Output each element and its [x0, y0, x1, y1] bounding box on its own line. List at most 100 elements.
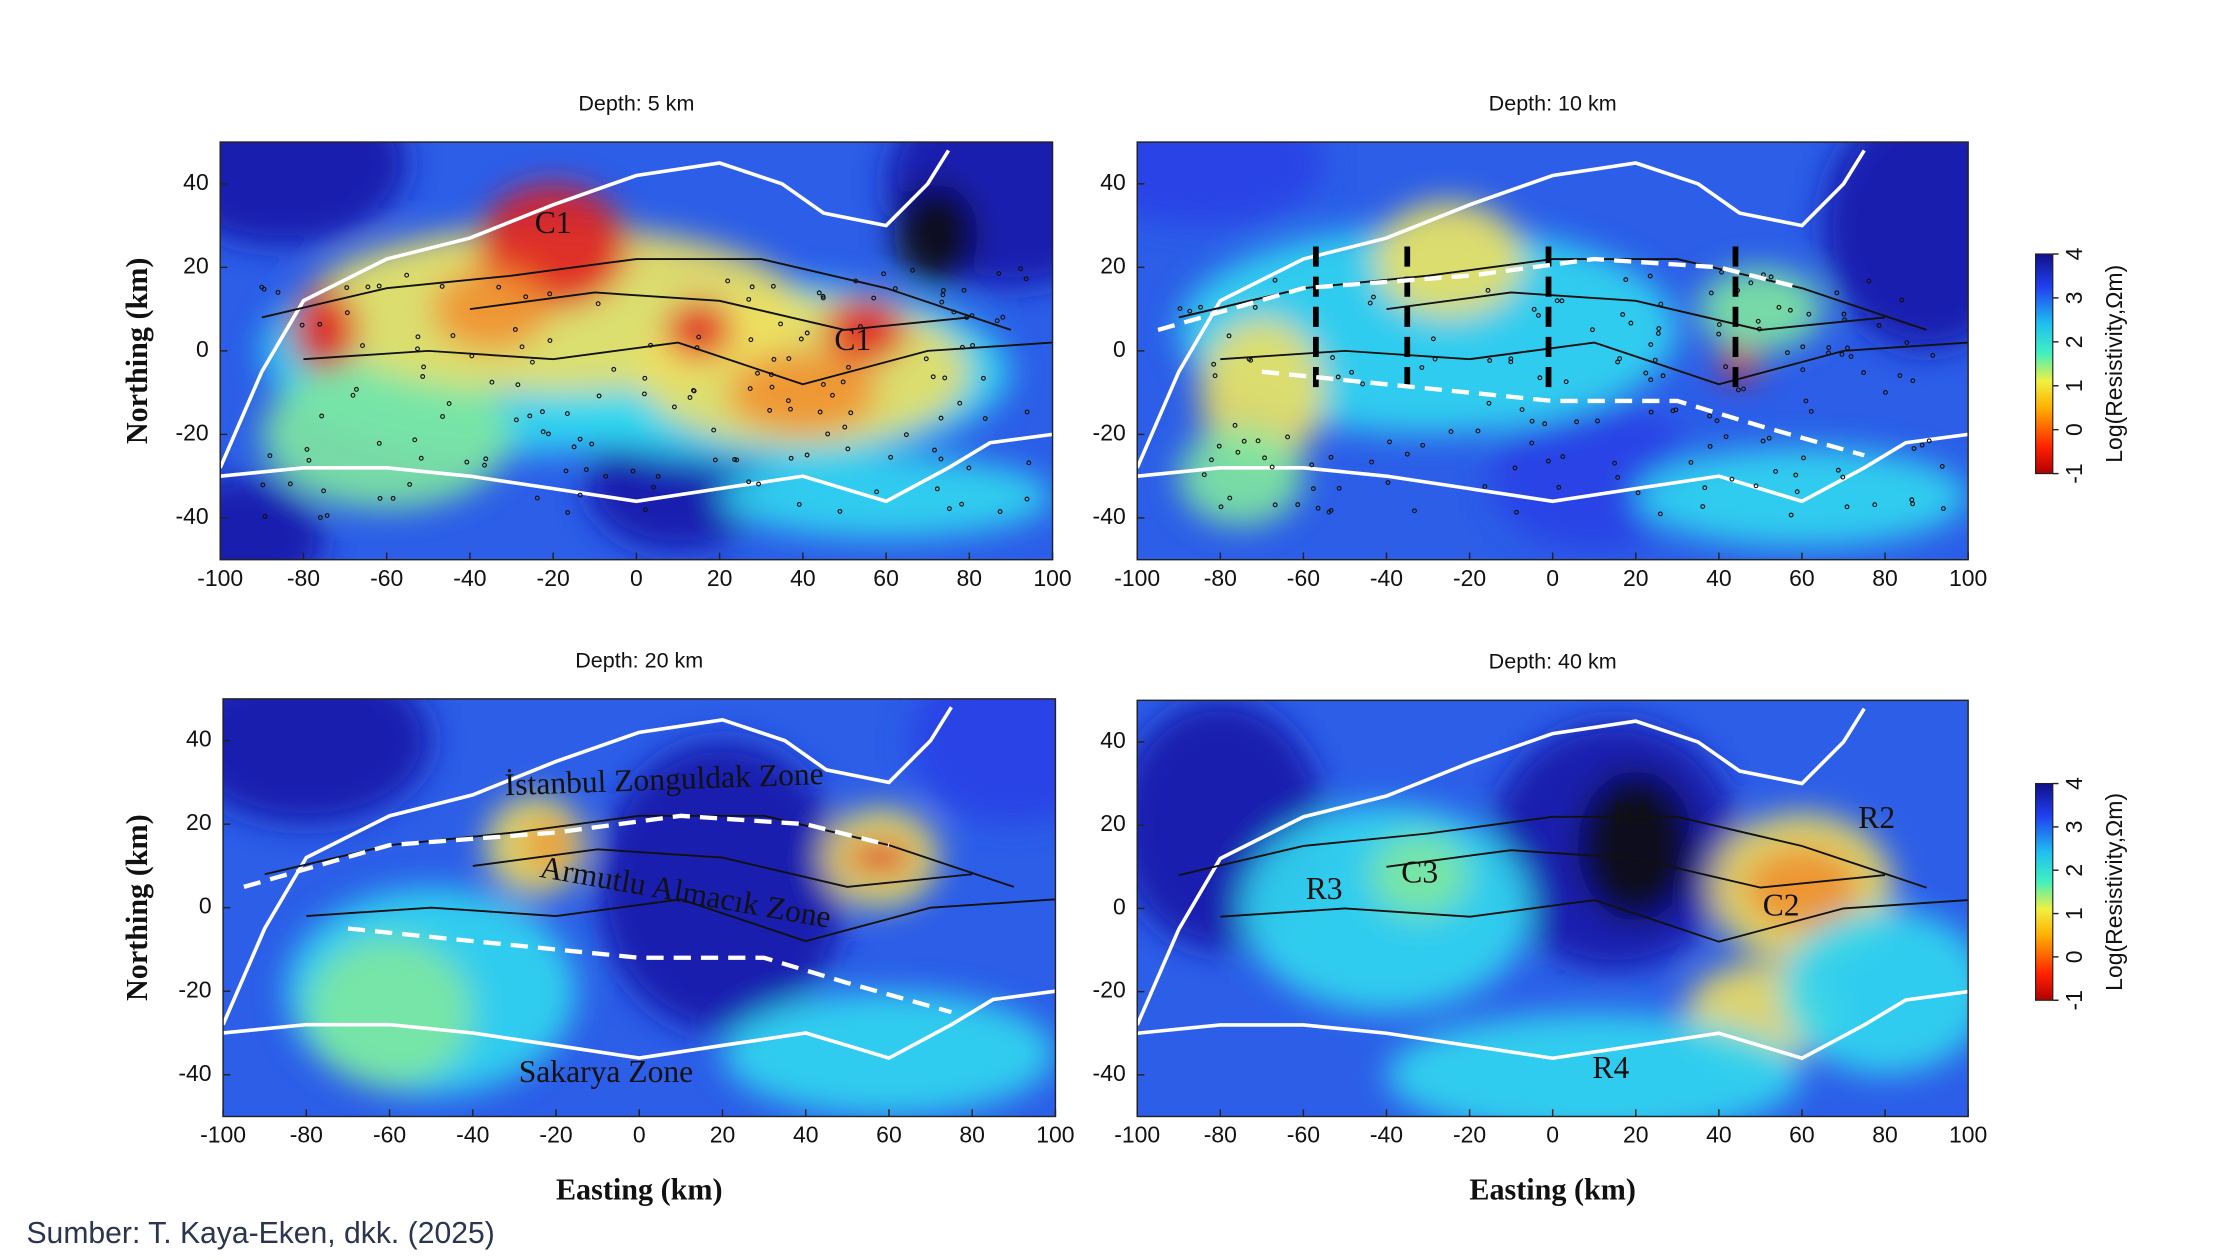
fault-line	[1386, 849, 1886, 889]
seismic-event	[642, 391, 647, 397]
seismic-event	[970, 342, 976, 348]
seismic-event	[1926, 438, 1932, 444]
seismic-event	[1801, 455, 1806, 461]
seismic-event	[515, 382, 521, 388]
seismic-event	[415, 334, 421, 340]
resistivity-blob	[223, 698, 432, 824]
seismic-event	[1326, 509, 1332, 515]
y-tick-label: 20	[186, 809, 212, 835]
seismic-event	[804, 452, 810, 458]
x-tick-label: 20	[710, 1122, 736, 1148]
seismic-event	[767, 407, 773, 413]
seismic-event	[577, 436, 583, 442]
seismic-event	[734, 457, 740, 463]
seismic-event	[871, 295, 877, 301]
seismic-event	[969, 313, 975, 319]
seismic-event	[1766, 435, 1772, 441]
seismic-event	[1018, 266, 1024, 272]
seismic-event	[1369, 459, 1375, 465]
seismic-event	[1595, 418, 1600, 424]
seismic-event	[539, 409, 545, 415]
seismic-event	[732, 457, 738, 462]
x-tick-label: 80	[957, 565, 983, 591]
seismic-event	[1940, 506, 1946, 511]
seismic-event	[1211, 361, 1217, 367]
seismic-event	[1756, 326, 1762, 332]
seismic-event	[1760, 438, 1766, 444]
annotation: C1	[535, 205, 572, 240]
resistivity-blob	[894, 184, 978, 284]
colorbar-tick-label: 3	[2061, 292, 2087, 305]
seismic-event	[768, 372, 774, 377]
seismic-event	[287, 481, 293, 487]
x-tick-label: 0	[630, 565, 643, 591]
resistivity-blob	[909, 698, 1056, 824]
coastline	[220, 432, 1053, 504]
seismic-event	[1336, 485, 1342, 491]
seismic-event	[951, 309, 957, 315]
seismic-event	[938, 456, 944, 462]
seismic-event	[1652, 357, 1658, 363]
seismic-event	[892, 286, 898, 291]
seismic-event	[304, 446, 310, 452]
seismic-event	[1201, 472, 1207, 478]
zone-boundary	[243, 813, 890, 889]
x-tick-label: -20	[1453, 565, 1486, 591]
y-tick-label: 20	[1100, 810, 1126, 836]
seismic-event	[527, 413, 533, 419]
seismic-event	[1246, 356, 1252, 362]
fault-line	[469, 291, 970, 331]
seismic-event	[1628, 320, 1634, 326]
x-tick-label: -100	[200, 1122, 246, 1148]
seismic-event	[1655, 330, 1661, 336]
x-axis-label: Easting (km)	[1469, 1173, 1636, 1207]
seismic-event	[319, 413, 325, 419]
x-tick-label: 0	[1546, 565, 1559, 591]
seismic-event	[746, 296, 752, 302]
seismic-event	[1295, 502, 1301, 508]
seismic-event	[589, 441, 595, 447]
seismic-event	[874, 489, 880, 495]
seismic-event	[350, 392, 356, 398]
seismic-event	[489, 379, 495, 385]
x-tick-label: 60	[1789, 565, 1815, 591]
caption: Sumber: T. Kaya-Eken, dkk. (2025)	[26, 1217, 494, 1250]
seismic-event	[1212, 373, 1218, 379]
y-tick-label: 40	[1100, 727, 1126, 753]
seismic-event	[939, 299, 945, 305]
seismic-event	[1826, 345, 1832, 351]
annotation: R4	[1592, 1050, 1629, 1085]
seismic-event	[1235, 449, 1241, 455]
resistivity-blob	[432, 267, 549, 351]
x-tick-label: 20	[1623, 565, 1649, 591]
resistivity-blob	[261, 359, 512, 510]
seismic-event	[1623, 277, 1629, 283]
seismic-event	[997, 509, 1003, 515]
y-tick-label: 20	[1100, 252, 1126, 278]
seismic-event	[1370, 294, 1376, 300]
seismic-event	[1719, 269, 1725, 275]
x-tick-label: 0	[1546, 1122, 1559, 1148]
seismic-event	[1420, 442, 1426, 448]
seismic-event	[365, 284, 371, 290]
seismic-event	[1177, 306, 1183, 311]
seismic-event	[1930, 352, 1936, 358]
seismic-event	[1360, 381, 1366, 387]
seismic-event	[1845, 345, 1850, 351]
seismic-event	[1670, 408, 1676, 414]
colorbar-tick-label: 0	[2061, 951, 2087, 964]
seismic-event	[785, 398, 791, 404]
seismic-event	[1367, 300, 1373, 306]
seismic-event	[1404, 451, 1410, 457]
seismic-event	[1707, 413, 1713, 419]
seismic-event	[771, 356, 777, 362]
seismic-event	[1660, 373, 1666, 379]
x-tick-label: 80	[1872, 565, 1898, 591]
seismic-event	[1714, 418, 1720, 424]
seismic-event	[1800, 367, 1806, 373]
panel-title: Depth: 40 km	[1489, 650, 1617, 674]
seismic-event	[1615, 359, 1621, 365]
x-axis-label: Easting (km)	[556, 1173, 723, 1207]
seismic-event	[260, 482, 266, 488]
seismic-event	[418, 455, 424, 461]
